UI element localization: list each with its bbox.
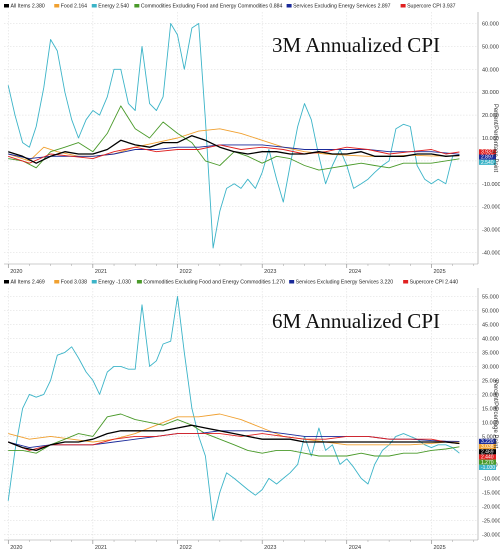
x-tick-label: 2021 <box>95 269 107 275</box>
y-tick-label: 25.000 <box>482 378 499 384</box>
panel-background <box>0 276 500 552</box>
x-tick-label: 2025 <box>433 545 445 551</box>
y-tick-label: 50.000 <box>482 44 499 50</box>
y-tick-label: 30.000 <box>482 364 499 370</box>
x-tick-label: 2025 <box>433 269 445 275</box>
legend-swatch <box>134 4 140 8</box>
legend-swatch <box>54 280 60 284</box>
y-tick-label: 60.000 <box>482 21 499 27</box>
y-tick-label: 30.000 <box>482 90 499 96</box>
last-value-tag <box>479 154 496 160</box>
y-tick-label: 50.000 <box>482 308 499 314</box>
last-value-tag-label: 2.469 <box>481 449 494 455</box>
series-line-energy <box>7 295 460 521</box>
last-value-tag <box>479 449 496 455</box>
last-value-tag-label: 1.270 <box>481 460 494 466</box>
y-tick-label: 20.000 <box>482 113 499 119</box>
y-tick-label: 15.000 <box>482 406 499 412</box>
y-tick-label: -40.000 <box>482 251 500 257</box>
chart-title: 6M Annualized CPI <box>272 309 440 333</box>
y-tick-label: -25.000 <box>482 518 500 524</box>
x-tick-label: 2021 <box>95 545 107 551</box>
legend-entry: Services Excluding Energy Services 2.897 <box>293 4 391 10</box>
y-tick-label: -10.000 <box>482 182 500 188</box>
series-line-core-goods <box>8 413 460 457</box>
last-value-tag-label: -1.030 <box>481 465 495 471</box>
series-line-energy <box>7 23 460 249</box>
legend-swatch <box>403 280 409 284</box>
last-value-tag <box>479 464 496 470</box>
chart-panel-6m: -30.000-25.000-20.000-15.000-10.000-5.00… <box>0 276 500 552</box>
legend-entry: Energy 2.540 <box>98 4 129 10</box>
last-value-tag-label: 2.440 <box>481 455 494 461</box>
y-tick-label: 20.000 <box>482 392 499 398</box>
last-value-tag <box>479 149 496 155</box>
x-tick-label: 2022 <box>180 545 192 551</box>
y-tick-label: 40.000 <box>482 336 499 342</box>
last-value-tag-label: 3.220 <box>481 439 494 445</box>
last-value-tag-label: 2.540 <box>481 160 494 166</box>
y-tick-label: 35.000 <box>482 350 499 356</box>
last-value-tag <box>479 443 496 450</box>
y-tick-label: -30.000 <box>482 228 500 234</box>
last-value-tag <box>479 454 496 460</box>
legend-entry: Services Excluding Energy Services 3.220 <box>296 280 394 286</box>
legend-entry: Food 2.164 <box>61 4 87 10</box>
y-tick-label: 10.000 <box>482 136 499 142</box>
x-tick-label: 2023 <box>264 269 276 275</box>
y-axis-label: Percent/Percentage Point <box>492 380 498 449</box>
series-line-supercore <box>8 433 460 451</box>
legend-entry: Commodities Excluding Food and Energy Co… <box>141 4 283 10</box>
last-value-tag-label: 3.937 <box>481 149 494 155</box>
y-tick-label: -15.000 <box>482 490 500 496</box>
legend-swatch <box>4 280 9 284</box>
y-tick-label: -20.000 <box>482 504 500 510</box>
x-tick-label: 2023 <box>264 545 276 551</box>
last-value-tag-label: 3.038 <box>481 444 494 450</box>
series-line-supercore <box>8 144 460 164</box>
y-tick-label: -10.000 <box>482 476 500 482</box>
last-value-tag <box>479 438 496 444</box>
y-tick-label: 45.000 <box>482 322 499 328</box>
y-tick-label: -20.000 <box>482 205 500 211</box>
legend-entry: Commodities Excluding Food and Energy Co… <box>143 280 285 286</box>
chart-panel-3m: -40.000-30.000-20.000-10.0000.00010.0002… <box>4 3 500 275</box>
legend-entry: Supercore CPI 2.440 <box>410 280 459 286</box>
legend-swatch <box>289 280 295 284</box>
x-tick-label: 2020 <box>10 545 22 551</box>
x-tick-label: 2020 <box>10 269 22 275</box>
legend-entry: All Items 2.380 <box>11 4 45 10</box>
y-tick-label: 5.000 <box>482 434 496 440</box>
legend-entry: Food 3.038 <box>61 280 87 286</box>
y-tick-label: 10.000 <box>482 420 499 426</box>
last-value-tag <box>479 459 496 465</box>
x-tick-label: 2022 <box>180 269 192 275</box>
legend-swatch <box>136 280 142 284</box>
legend-swatch <box>91 4 97 8</box>
legend-swatch <box>54 4 60 8</box>
series-line-all-items <box>7 424 460 452</box>
x-tick-label: 2024 <box>349 545 361 551</box>
last-value-tag-label: 2.897 <box>481 155 494 161</box>
legend-swatch <box>400 4 406 8</box>
legend-entry: All Items 2.469 <box>11 280 45 286</box>
series-line-core-services <box>8 144 460 160</box>
y-tick-label: 40.000 <box>482 67 499 73</box>
last-value-tag <box>479 159 496 165</box>
y-axis-label: Percent/Percentage Point <box>492 104 498 173</box>
y-tick-label: -30.000 <box>482 532 500 538</box>
legend-swatch <box>286 4 292 8</box>
legend-swatch <box>91 280 97 284</box>
legend-swatch <box>4 4 9 8</box>
legend-entry: Supercore CPI 3.937 <box>407 4 456 10</box>
y-tick-label: 55.000 <box>482 294 499 300</box>
legend-entry: Energy -1.030 <box>98 280 131 286</box>
series-line-all-items <box>8 135 460 164</box>
chart-title: 3M Annualized CPI <box>272 33 440 57</box>
x-tick-label: 2024 <box>349 269 361 275</box>
